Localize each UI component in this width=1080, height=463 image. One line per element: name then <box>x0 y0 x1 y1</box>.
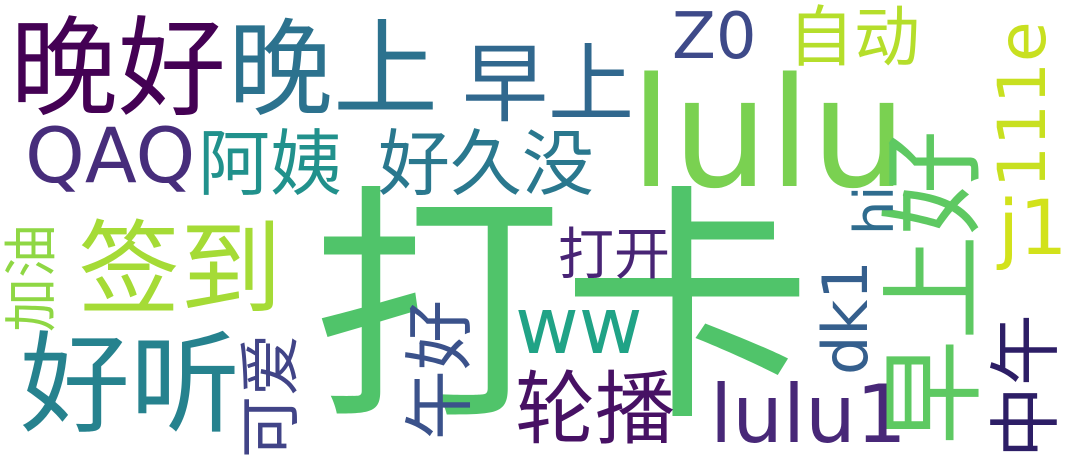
word-ayi: 阿姨 <box>198 122 343 206</box>
word-wanhao: 晚好 <box>10 7 227 132</box>
word-wanshang: 晚上 <box>228 9 439 131</box>
word-qiandao: 签到 <box>78 211 282 330</box>
word-dk1: dk1 <box>809 260 882 375</box>
word-daka: 打卡 <box>312 164 812 455</box>
word-ww: ww <box>515 282 643 372</box>
word-hi: hi <box>843 185 906 235</box>
word-j1: j1 <box>998 183 1068 272</box>
word-lulu: lulu <box>630 45 908 222</box>
word-zidong: 自动 <box>788 0 920 76</box>
word-keai: 可爱 <box>234 333 307 458</box>
word-z0: Z0 <box>672 0 757 74</box>
word-zhongwu: 中午 <box>984 313 1068 458</box>
word-wuhao: 午好 <box>399 300 481 440</box>
word-lunbo: 轮播 <box>515 363 675 456</box>
word-jiayou: 加油 <box>0 224 63 332</box>
word-lulu1: lulu1 <box>710 368 907 461</box>
word-haojiumei: 好久没 <box>378 122 595 206</box>
word-haoting: 好听 <box>20 321 240 449</box>
word-qaq: QAQ <box>25 111 196 200</box>
word-111e: 111e <box>984 21 1061 188</box>
word-zaoshang: 早上 <box>462 35 634 135</box>
word-dakai: 打开 <box>558 223 670 288</box>
